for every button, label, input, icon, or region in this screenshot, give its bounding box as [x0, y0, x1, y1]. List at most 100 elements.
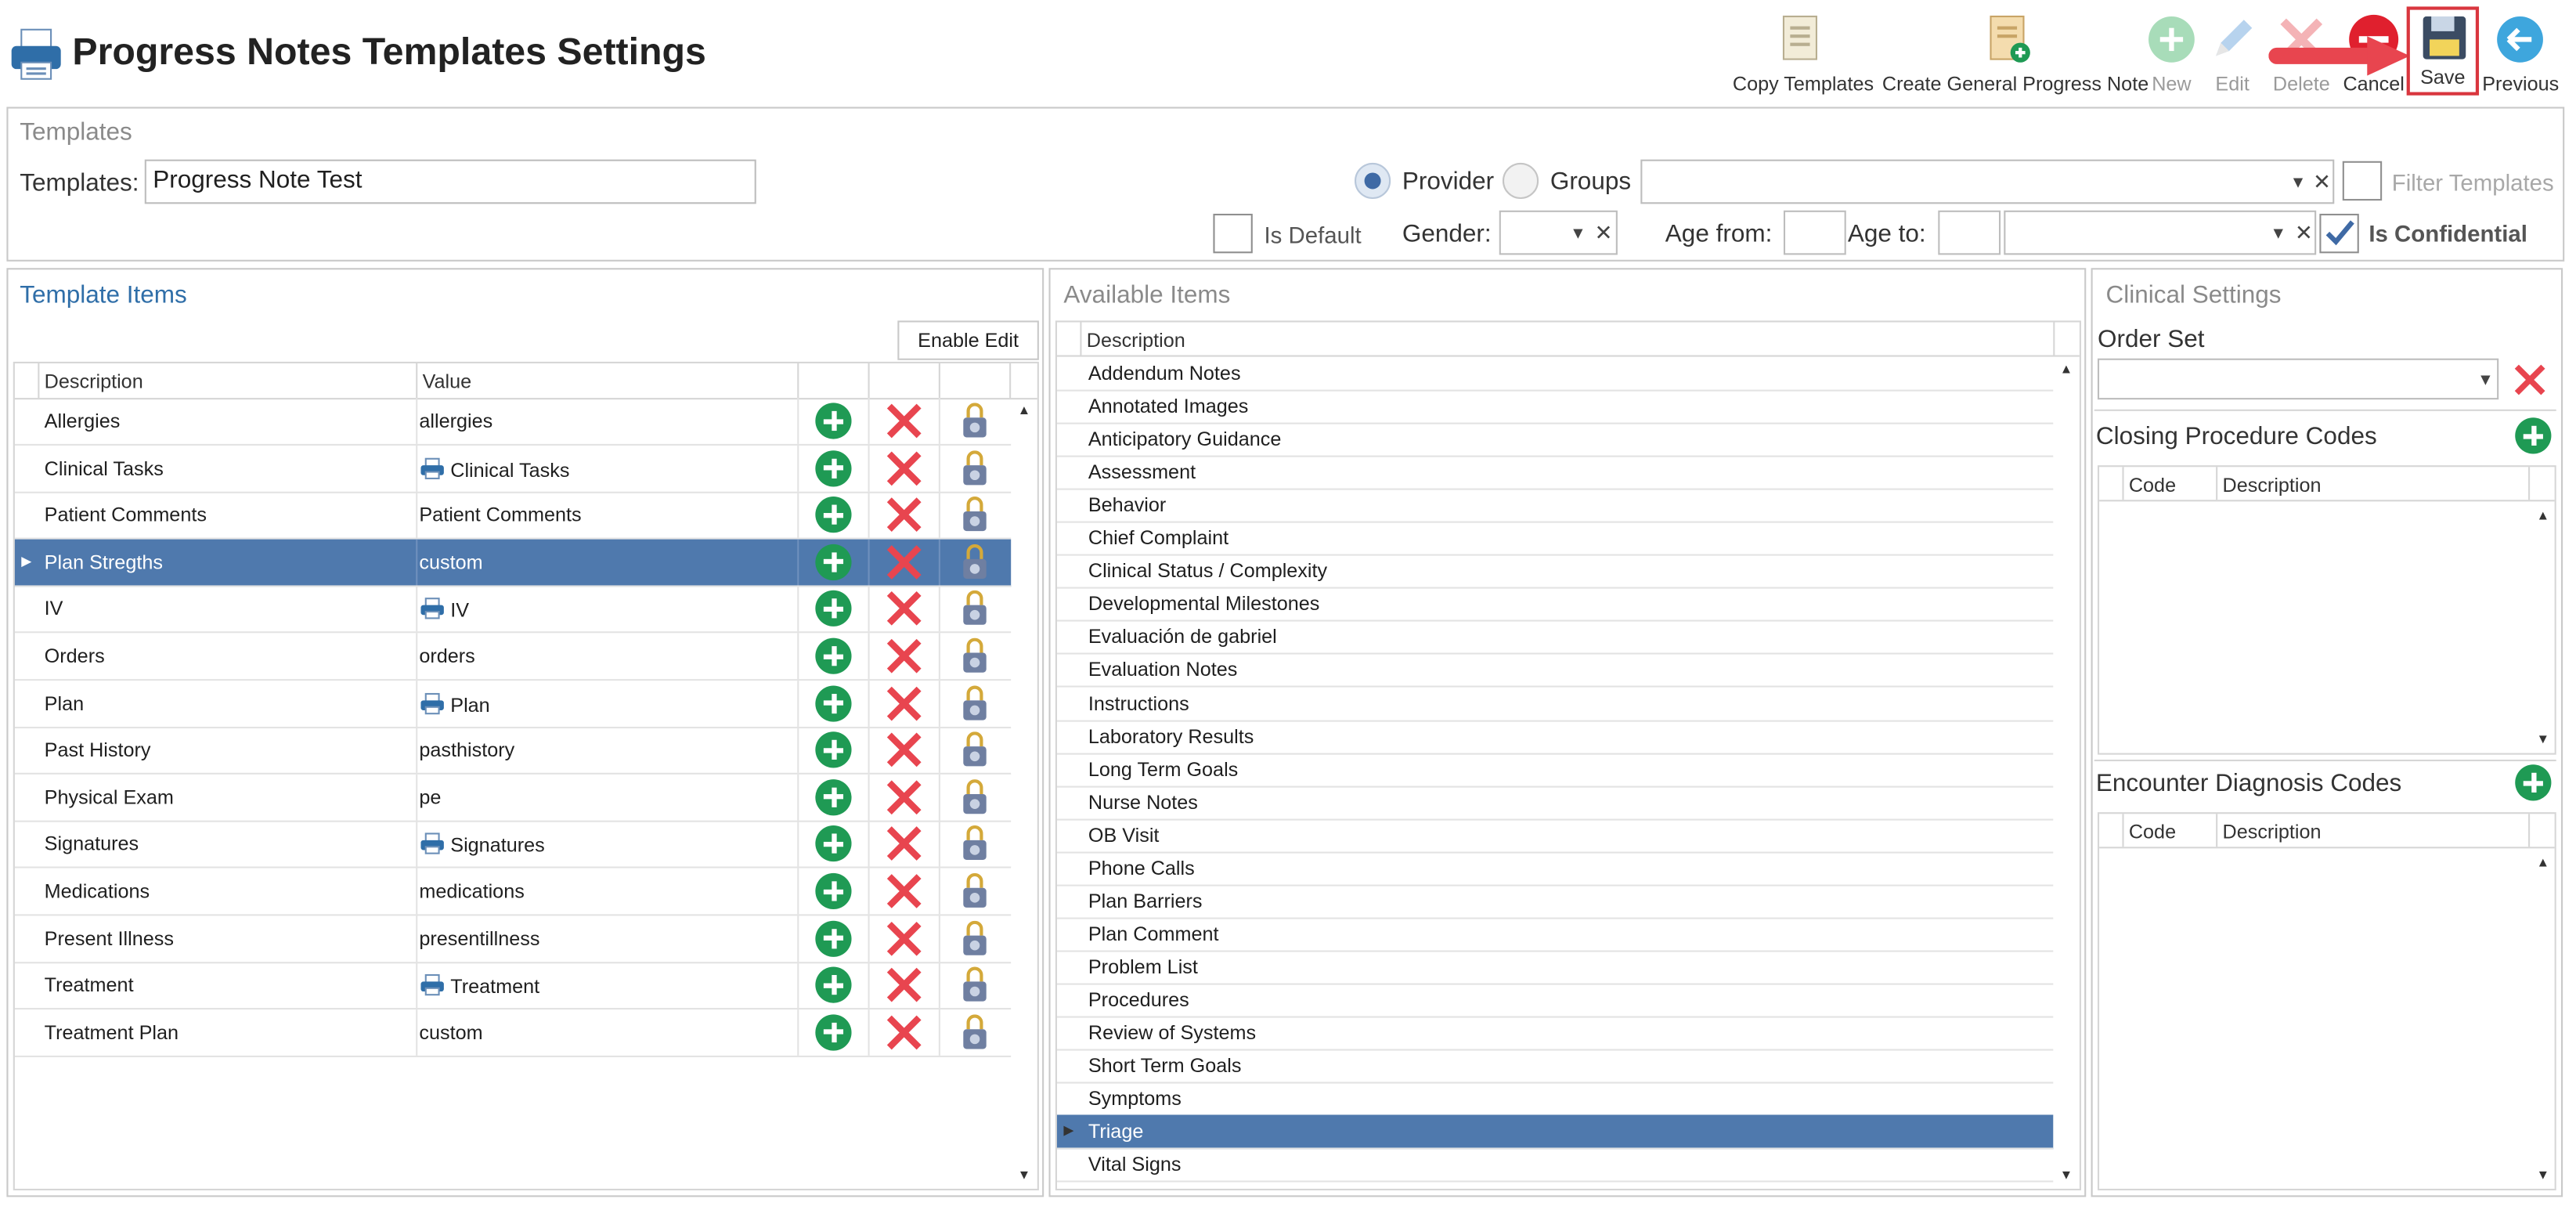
- table-row[interactable]: Allergies allergies: [14, 398, 1012, 446]
- lock-icon[interactable]: [961, 450, 988, 486]
- list-item[interactable]: Phone Calls: [1056, 851, 2054, 887]
- lock-icon[interactable]: [961, 825, 988, 862]
- lock-icon[interactable]: [961, 403, 988, 439]
- age-unit-dropdown[interactable]: [2004, 210, 2317, 255]
- add-item-icon[interactable]: [815, 497, 852, 533]
- table-row[interactable]: Clinical Tasks Clinical Tasks: [14, 445, 1012, 493]
- list-item[interactable]: Short Term Goals: [1056, 1049, 2054, 1084]
- list-item[interactable]: Anticipatory Guidance: [1056, 423, 2054, 457]
- is-default-checkbox[interactable]: [1213, 213, 1253, 254]
- add-item-icon[interactable]: [815, 637, 852, 674]
- list-item[interactable]: Clinical Status / Complexity: [1056, 554, 2054, 590]
- edit-button[interactable]: Edit: [2203, 10, 2262, 96]
- list-item[interactable]: Plan Barriers: [1056, 884, 2054, 919]
- lock-icon[interactable]: [961, 543, 988, 580]
- save-button[interactable]: Save: [2406, 6, 2480, 96]
- encounter-code-column[interactable]: Code: [2128, 820, 2177, 844]
- table-row[interactable]: Past History pasthistory: [14, 727, 1012, 775]
- remove-item-icon[interactable]: [885, 401, 924, 440]
- available-scroll-down-icon[interactable]: ▼: [2059, 1167, 2073, 1183]
- list-item[interactable]: Evaluation Notes: [1056, 653, 2054, 688]
- lock-icon[interactable]: [961, 919, 988, 956]
- clear-x-icon[interactable]: ✕: [2312, 169, 2331, 194]
- lock-icon[interactable]: [961, 731, 988, 768]
- add-item-icon[interactable]: [815, 966, 852, 1004]
- remove-item-icon[interactable]: [885, 542, 924, 581]
- groups-radio[interactable]: [1502, 162, 1539, 200]
- closing-description-column[interactable]: Description: [2222, 473, 2322, 497]
- add-item-icon[interactable]: [815, 543, 852, 580]
- gender-chevron-down-icon[interactable]: ▼: [1570, 225, 1586, 244]
- order-set-chevron-down-icon[interactable]: ▼: [2477, 371, 2494, 390]
- list-item[interactable]: Nurse Notes: [1056, 785, 2054, 820]
- table-row[interactable]: ▶ Plan Stregths custom: [14, 539, 1012, 587]
- list-item[interactable]: Plan Comment: [1056, 917, 2054, 952]
- list-item[interactable]: Symptoms: [1056, 1082, 2054, 1117]
- lock-icon[interactable]: [961, 637, 988, 674]
- is-confidential-checkbox[interactable]: [2319, 213, 2359, 254]
- table-row[interactable]: Physical Exam pe: [14, 774, 1012, 822]
- order-set-clear-x-icon[interactable]: [2512, 362, 2548, 398]
- add-item-icon[interactable]: [815, 684, 852, 721]
- add-item-icon[interactable]: [815, 919, 852, 957]
- add-item-icon[interactable]: [815, 590, 852, 627]
- age-clear-x-icon[interactable]: ✕: [2294, 220, 2313, 245]
- column-header-value[interactable]: Value: [422, 370, 472, 393]
- table-row[interactable]: Medications medications: [14, 868, 1012, 916]
- remove-item-icon[interactable]: [885, 872, 924, 911]
- table-row[interactable]: Plan Plan: [14, 680, 1012, 728]
- list-item[interactable]: Instructions: [1056, 687, 2054, 721]
- list-item[interactable]: Problem List: [1056, 950, 2054, 985]
- add-item-icon[interactable]: [815, 403, 852, 439]
- groups-dropdown[interactable]: [1640, 159, 2335, 204]
- remove-item-icon[interactable]: [885, 919, 924, 958]
- list-item[interactable]: Evaluación de gabriel: [1056, 620, 2054, 655]
- encounter-description-column[interactable]: Description: [2222, 820, 2322, 844]
- age-to-input[interactable]: [1938, 210, 2001, 255]
- lock-icon[interactable]: [961, 1014, 988, 1050]
- list-item[interactable]: Annotated Images: [1056, 390, 2054, 424]
- enable-edit-button[interactable]: Enable Edit: [897, 320, 1039, 360]
- list-item[interactable]: Laboratory Results: [1056, 720, 2054, 754]
- encounter-scroll-up-icon[interactable]: ▲: [2536, 854, 2550, 870]
- add-item-icon[interactable]: [815, 872, 852, 910]
- table-row[interactable]: IV IV: [14, 586, 1012, 634]
- lock-icon[interactable]: [961, 590, 988, 627]
- list-item[interactable]: Behavior: [1056, 489, 2054, 524]
- age-chevron-down-icon[interactable]: ▼: [2270, 225, 2287, 244]
- available-items-scrollbar[interactable]: ▲ ▼: [2053, 357, 2077, 1187]
- table-row[interactable]: Present Illness presentillness: [14, 915, 1012, 963]
- table-row[interactable]: Orders orders: [14, 633, 1012, 681]
- lock-icon[interactable]: [961, 872, 988, 909]
- copy-templates-button[interactable]: Copy Templates: [1733, 10, 1874, 96]
- remove-item-icon[interactable]: [885, 731, 924, 770]
- add-item-icon[interactable]: [815, 825, 852, 862]
- chevron-down-icon[interactable]: ▼: [2289, 174, 2307, 193]
- list-item[interactable]: Vital Signs: [1056, 1148, 2054, 1183]
- list-item[interactable]: Addendum Notes: [1056, 357, 2054, 392]
- list-item[interactable]: Procedures: [1056, 983, 2054, 1018]
- add-encounter-code-icon[interactable]: [2515, 764, 2552, 801]
- add-item-icon[interactable]: [815, 450, 852, 486]
- remove-item-icon[interactable]: [885, 966, 924, 1005]
- add-closing-code-icon[interactable]: [2515, 417, 2552, 454]
- closing-scroll-down-icon[interactable]: ▼: [2536, 731, 2550, 747]
- table-row[interactable]: Signatures Signatures: [14, 821, 1012, 869]
- available-scroll-up-icon[interactable]: ▲: [2059, 361, 2073, 377]
- new-button[interactable]: New: [2141, 10, 2203, 96]
- remove-item-icon[interactable]: [885, 589, 924, 628]
- scroll-down-icon[interactable]: ▼: [1017, 1167, 1031, 1183]
- remove-item-icon[interactable]: [885, 778, 924, 817]
- remove-item-icon[interactable]: [885, 1013, 924, 1052]
- list-item[interactable]: Assessment: [1056, 456, 2054, 490]
- table-row[interactable]: Patient Comments Patient Comments: [14, 492, 1012, 540]
- list-item[interactable]: Review of Systems: [1056, 1016, 2054, 1051]
- age-from-input[interactable]: [1783, 210, 1846, 255]
- lock-icon[interactable]: [961, 497, 988, 533]
- remove-item-icon[interactable]: [885, 684, 924, 723]
- template-items-scrollbar[interactable]: ▲ ▼: [1011, 398, 1035, 1187]
- list-item[interactable]: OB Visit: [1056, 818, 2054, 853]
- remove-item-icon[interactable]: [885, 448, 924, 487]
- add-item-icon[interactable]: [815, 731, 852, 768]
- available-column-header-description[interactable]: Description: [1086, 328, 1185, 352]
